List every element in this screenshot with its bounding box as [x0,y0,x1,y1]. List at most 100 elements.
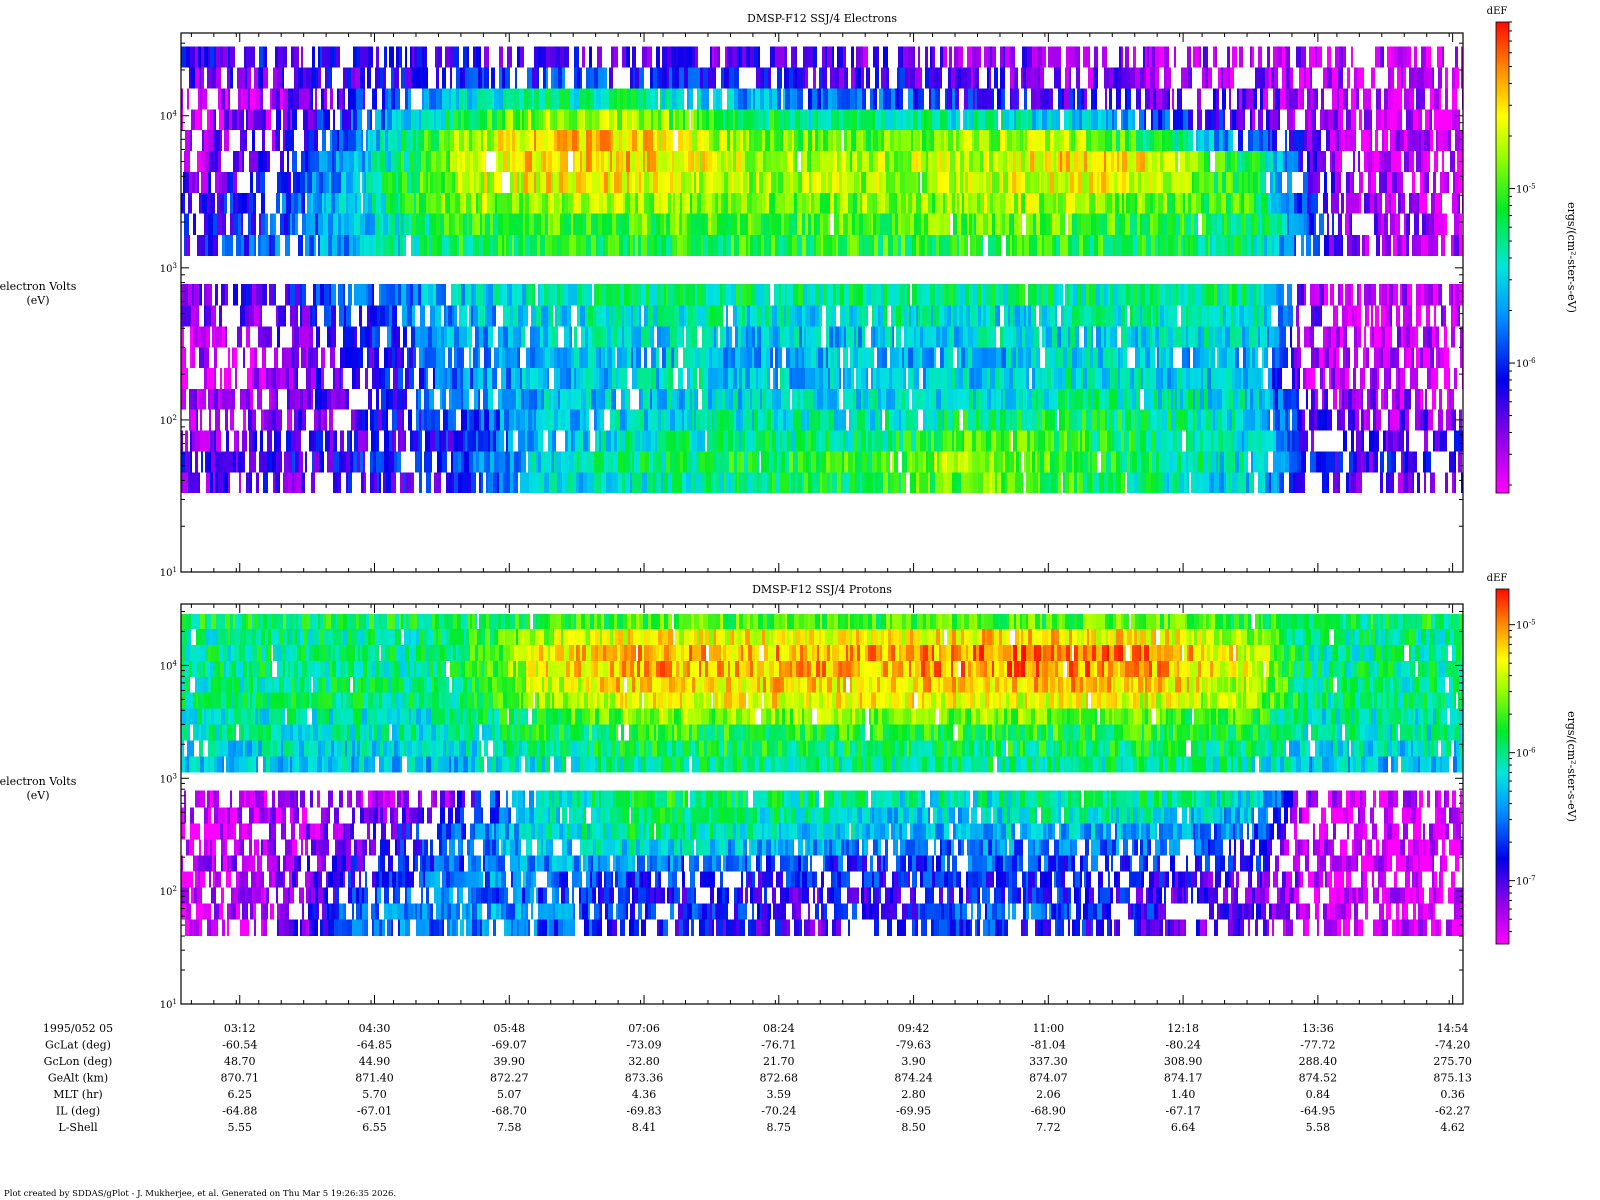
heatmap-cell [992,284,995,306]
heatmap-cell [1311,192,1313,214]
heatmap-cell [1042,234,1044,256]
heatmap-cell [285,284,287,306]
heatmap-cell [1231,172,1233,193]
heatmap-cell [346,192,348,214]
heatmap-cell [649,172,653,193]
heatmap-cell [825,151,829,172]
heatmap-cell [926,284,930,306]
heatmap-cell [780,472,783,494]
heatmap-cell [980,367,982,389]
heatmap-cell [253,192,256,214]
heatmap-cell [670,409,675,431]
heatmap-cell [344,192,346,214]
heatmap-cell [554,347,557,368]
heatmap-cell [833,284,836,306]
heatmap-cell [932,234,936,256]
heatmap-cell [312,305,315,327]
heatmap-cell [1073,284,1077,306]
heatmap-cell [886,172,888,193]
heatmap-cell [807,151,811,172]
heatmap-cell [273,284,276,306]
heatmap-cell [1429,213,1432,235]
heatmap-cell [1074,388,1078,410]
heatmap-cell [523,213,525,235]
heatmap-cell [1144,234,1146,256]
heatmap-cell [1130,284,1133,306]
heatmap-cell [1117,151,1119,172]
heatmap-cell [1140,213,1142,235]
heatmap-cell [542,409,547,431]
heatmap-cell [777,451,779,473]
heatmap-cell [933,213,938,235]
heatmap-cell [398,172,402,193]
heatmap-cell [1434,213,1437,235]
heatmap-cell [269,234,271,256]
heatmap-cell [240,305,245,327]
heatmap-cell [412,305,415,327]
heatmap-cell [713,130,716,152]
heatmap-cell [811,367,815,389]
heatmap-cell [316,172,319,193]
heatmap-cell [424,234,427,256]
heatmap-cell [935,472,940,494]
heatmap-cell [789,213,792,235]
heatmap-cell [343,326,347,348]
heatmap-cell [1215,409,1218,431]
heatmap-cell [1460,347,1463,368]
heatmap-cell [188,151,190,172]
heatmap-cell [199,192,202,214]
heatmap-cell [589,192,594,214]
heatmap-cell [798,130,803,152]
heatmap-cell [1358,430,1361,452]
heatmap-cell [1157,151,1160,172]
heatmap-cell [325,430,330,452]
heatmap-cell [682,430,684,452]
heatmap-cell [1133,305,1135,327]
heatmap-cell [183,192,185,214]
heatmap-cell [771,192,775,214]
heatmap-cell [1033,284,1037,306]
heatmap-cell [627,347,631,368]
heatmap-cell [860,192,862,214]
heatmap-cell [562,472,565,494]
heatmap-cell [524,172,528,193]
heatmap-cell [786,409,788,431]
heatmap-cell [716,388,718,410]
heatmap-cell [761,213,764,235]
heatmap-cell [1012,234,1014,256]
heatmap-cell [1007,151,1009,172]
heatmap-cell [1294,451,1297,473]
heatmap-cell [423,284,428,306]
heatmap-cell [1037,284,1039,306]
heatmap-cell [642,430,646,452]
heatmap-cell [1366,451,1369,473]
heatmap-cell [376,430,379,452]
heatmap-cell [510,305,513,327]
heatmap-cell [625,409,627,431]
heatmap-cell [1427,367,1429,389]
heatmap-cell [260,430,263,452]
heatmap-cell [861,409,865,431]
heatmap-cell [822,451,826,473]
heatmap-cell [939,367,942,389]
heatmap-cell [1242,430,1244,452]
heatmap-cell [200,430,205,452]
heatmap-cell [1070,151,1074,172]
heatmap-cell [623,192,625,214]
heatmap-cell [856,388,861,410]
heatmap-cell [1428,284,1433,306]
heatmap-cell [1195,388,1200,410]
heatmap-cell [611,130,613,152]
heatmap-cell [1110,284,1114,306]
heatmap-cell [1047,305,1050,327]
heatmap-cell [566,367,571,389]
heatmap-cell [643,130,648,152]
heatmap-cell [752,192,757,214]
heatmap-cell [868,388,870,410]
heatmap-cell [784,213,789,235]
heatmap-cell [536,305,541,327]
heatmap-cell [1423,326,1427,348]
heatmap-cell [615,409,617,431]
heatmap-cell [1301,284,1304,306]
heatmap-cell [972,430,976,452]
